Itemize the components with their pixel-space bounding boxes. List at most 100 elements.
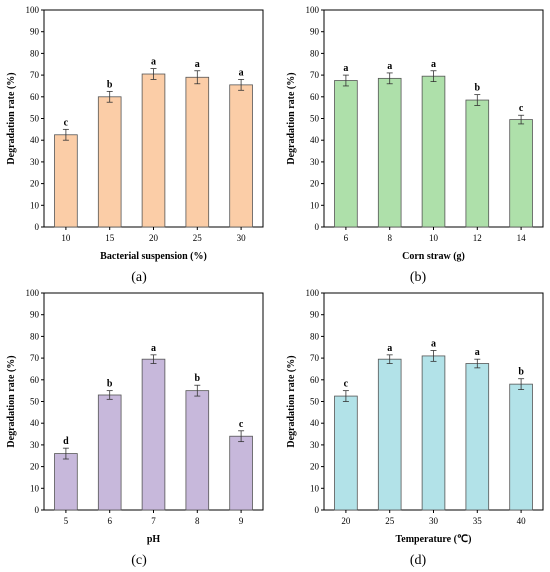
error-bar	[238, 430, 245, 443]
x-tick-label: 25	[193, 233, 203, 243]
significance-letter: a	[431, 339, 436, 350]
significance-letter: a	[387, 61, 392, 72]
y-tick-label: 80	[310, 331, 320, 341]
error-bar	[386, 72, 393, 85]
error-bar	[474, 358, 481, 369]
significance-letter: a	[195, 59, 200, 70]
error-bar	[194, 70, 201, 85]
y-tick-label: 50	[310, 397, 320, 407]
panel-label: (c)	[131, 553, 147, 568]
error-bar	[342, 390, 349, 402]
x-tick-label: 12	[473, 233, 482, 243]
y-tick-label: 10	[310, 200, 320, 210]
x-tick-label: 10	[61, 233, 71, 243]
y-tick-label: 0	[315, 222, 320, 232]
x-tick-label: 10	[429, 233, 439, 243]
error-bar	[194, 384, 201, 397]
bar-35	[465, 363, 490, 511]
y-tick-label: 100	[26, 5, 40, 15]
y-tick-label: 10	[30, 200, 40, 210]
y-tick-label: 40	[310, 135, 320, 145]
y-tick-label: 60	[310, 375, 320, 385]
error-bar	[430, 70, 437, 83]
y-tick-label: 60	[310, 92, 320, 102]
significance-letter: b	[107, 379, 113, 390]
y-axis-title: Degradation rate (%)	[6, 72, 17, 164]
y-tick-label: 90	[310, 310, 320, 320]
bar-7	[141, 358, 166, 511]
y-tick-label: 30	[310, 157, 320, 167]
significance-letter: b	[195, 373, 201, 384]
x-tick-label: 20	[341, 516, 351, 526]
y-tick-label: 30	[310, 440, 320, 450]
bar-15	[97, 96, 122, 228]
x-tick-label: 8	[195, 516, 200, 526]
bar-14	[509, 119, 533, 228]
y-tick-label: 0	[35, 222, 40, 232]
x-tick-label: 14	[517, 233, 527, 243]
x-tick-label: 6	[344, 233, 349, 243]
x-tick-label: 30	[429, 516, 439, 526]
significance-letter: a	[151, 343, 156, 354]
y-tick-label: 0	[35, 505, 40, 515]
chart-panel-2: 0 10 20 30 40 50 60 70 80 90 100 a 6 a 8 a 10 b 12 c 14 Corn …	[286, 5, 544, 285]
bar-8	[377, 77, 402, 228]
significance-letter: a	[239, 67, 244, 78]
significance-letter: b	[475, 83, 481, 94]
x-tick-label: 25	[385, 516, 395, 526]
y-tick-label: 80	[30, 48, 40, 58]
error-bar	[106, 390, 113, 400]
y-tick-label: 100	[26, 288, 40, 298]
x-tick-label: 35	[473, 516, 483, 526]
significance-letter: c	[64, 117, 69, 128]
y-tick-label: 20	[310, 179, 320, 189]
x-tick-label: 40	[517, 516, 527, 526]
bar-25	[185, 76, 210, 228]
y-tick-label: 10	[30, 483, 40, 493]
significance-letter: c	[519, 103, 524, 114]
error-bar	[106, 90, 113, 103]
y-tick-label: 50	[310, 114, 320, 124]
error-bar	[62, 128, 69, 141]
error-bar	[150, 354, 157, 364]
error-bar	[238, 79, 245, 91]
bar-10	[421, 75, 446, 228]
bar-6	[97, 394, 122, 511]
significance-letter: a	[151, 57, 156, 68]
y-tick-label: 0	[315, 505, 320, 515]
y-tick-label: 40	[310, 418, 320, 428]
significance-letter: a	[387, 343, 392, 354]
x-axis-title: Corn straw (g)	[402, 251, 465, 262]
y-tick-label: 30	[30, 157, 40, 167]
bar-30	[229, 84, 253, 228]
bar-6	[334, 80, 358, 228]
x-tick-label: 8	[387, 233, 392, 243]
error-bar	[386, 354, 393, 364]
bar-20	[334, 395, 358, 511]
x-axis-title: Bacterial suspension (%)	[100, 251, 207, 262]
y-tick-label: 70	[30, 353, 40, 363]
y-tick-label: 60	[30, 92, 40, 102]
significance-letter: b	[518, 367, 524, 378]
bar-10	[54, 134, 78, 228]
chart-panel-4: 0 10 20 30 40 50 60 70 80 90 100 c 20 a 25 a 30 a 35 b 40 Tem…	[286, 288, 544, 568]
significance-letter: c	[239, 419, 244, 430]
x-tick-label: 15	[105, 233, 115, 243]
bar-5	[54, 453, 78, 511]
panel-label: (a)	[131, 270, 147, 285]
bar-40	[509, 383, 533, 511]
y-tick-label: 80	[30, 331, 40, 341]
y-tick-label: 100	[306, 288, 320, 298]
bar-9	[229, 435, 253, 511]
y-tick-label: 60	[30, 375, 40, 385]
x-tick-label: 5	[64, 516, 69, 526]
y-tick-label: 40	[30, 418, 40, 428]
y-axis-title: Degradation rate (%)	[6, 355, 17, 447]
significance-letter: a	[343, 63, 348, 74]
y-tick-label: 90	[310, 27, 320, 37]
y-tick-label: 100	[306, 5, 320, 15]
x-tick-label: 20	[149, 233, 159, 243]
chart-panel-1: 0 10 20 30 40 50 60 70 80 90 100 c 10 b 15 a 20 a 25 a 30 Bac…	[6, 5, 264, 285]
bar-8	[185, 390, 210, 511]
y-tick-label: 90	[30, 310, 40, 320]
